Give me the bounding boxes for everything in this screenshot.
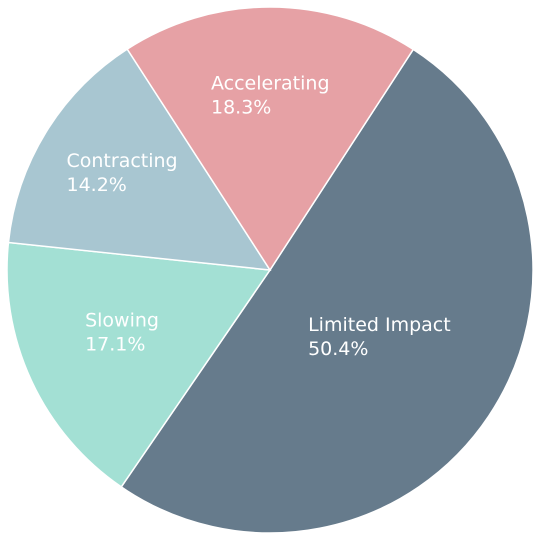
slice-name-slowing: Slowing [85,309,159,331]
slice-accelerating [126,6,415,272]
slice-label-limited-impact: Limited Impact 50.4% [308,314,451,360]
slice-value-contracting: 14.2% [67,174,127,196]
slice-label-slowing: Slowing 17.1% [85,309,159,355]
slice-value-limited-impact: 50.4% [308,338,368,360]
slice-slowing [6,241,272,488]
slice-name-limited-impact: Limited Impact [308,314,451,336]
slice-name-accelerating: Accelerating [211,73,330,95]
slice-value-slowing: 17.1% [85,333,145,355]
slice-contracting [7,48,272,271]
slice-label-contracting: Contracting 14.2% [67,150,178,196]
slice-name-contracting: Contracting [67,150,178,172]
slice-label-accelerating: Accelerating 18.3% [211,73,330,119]
pie-labels: Limited Impact 50.4% Slowing 17.1% Contracti… [67,73,451,360]
pie-slices [6,6,533,534]
slice-value-accelerating: 18.3% [211,97,271,119]
slice-limited-impact [120,48,533,534]
